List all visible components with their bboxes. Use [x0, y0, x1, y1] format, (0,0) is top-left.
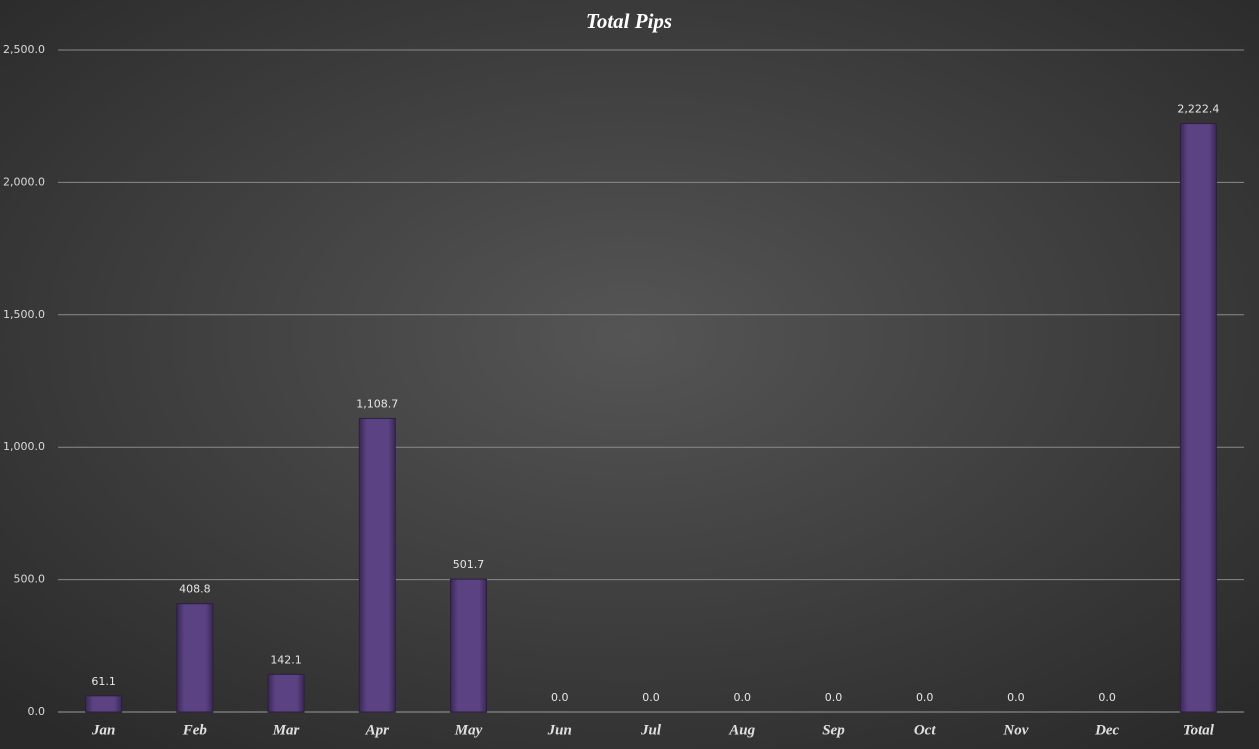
x-tick-label: Total: [1183, 722, 1215, 738]
value-label: 0.0: [551, 691, 569, 704]
value-label: 0.0: [1007, 691, 1025, 704]
x-tick-label: Jul: [640, 722, 662, 738]
y-tick-label: 2,500.0: [3, 43, 45, 56]
x-tick-label: Nov: [1002, 722, 1028, 738]
bar: [267, 673, 305, 713]
value-label: 0.0: [733, 691, 751, 704]
value-label: 142.1: [270, 653, 302, 666]
x-tick-label: May: [454, 722, 483, 738]
value-label: 501.7: [453, 558, 485, 571]
value-label: 2,222.4: [1177, 103, 1219, 116]
value-label: 0.0: [916, 691, 934, 704]
value-label: 61.1: [91, 675, 116, 688]
bar: [358, 417, 396, 713]
x-tick-label: Jun: [547, 722, 572, 738]
y-tick-label: 500.0: [14, 573, 46, 586]
bar: [176, 603, 214, 713]
value-label: 1,108.7: [356, 397, 398, 410]
x-tick-label: Feb: [182, 722, 208, 738]
y-tick-label: 2,000.0: [3, 175, 45, 188]
value-label: 0.0: [642, 691, 660, 704]
x-tick-label: Aug: [728, 722, 755, 738]
bar: [85, 695, 123, 713]
x-tick-label: Dec: [1094, 722, 1119, 738]
y-tick-label: 1,000.0: [3, 440, 45, 453]
x-tick-label: Mar: [272, 722, 300, 738]
value-label: 0.0: [1098, 691, 1116, 704]
y-tick-label: 0.0: [28, 705, 46, 718]
chart-title: Total Pips: [586, 9, 672, 33]
x-tick-label: Sep: [822, 722, 845, 738]
bar: [450, 578, 488, 713]
bar: [1179, 123, 1217, 713]
x-tick-label: Apr: [365, 722, 390, 738]
value-label: 408.8: [179, 583, 211, 596]
y-tick-label: 1,500.0: [3, 308, 45, 321]
x-tick-label: Jan: [91, 722, 115, 738]
x-tick-label: Oct: [914, 722, 936, 738]
value-label: 0.0: [825, 691, 843, 704]
